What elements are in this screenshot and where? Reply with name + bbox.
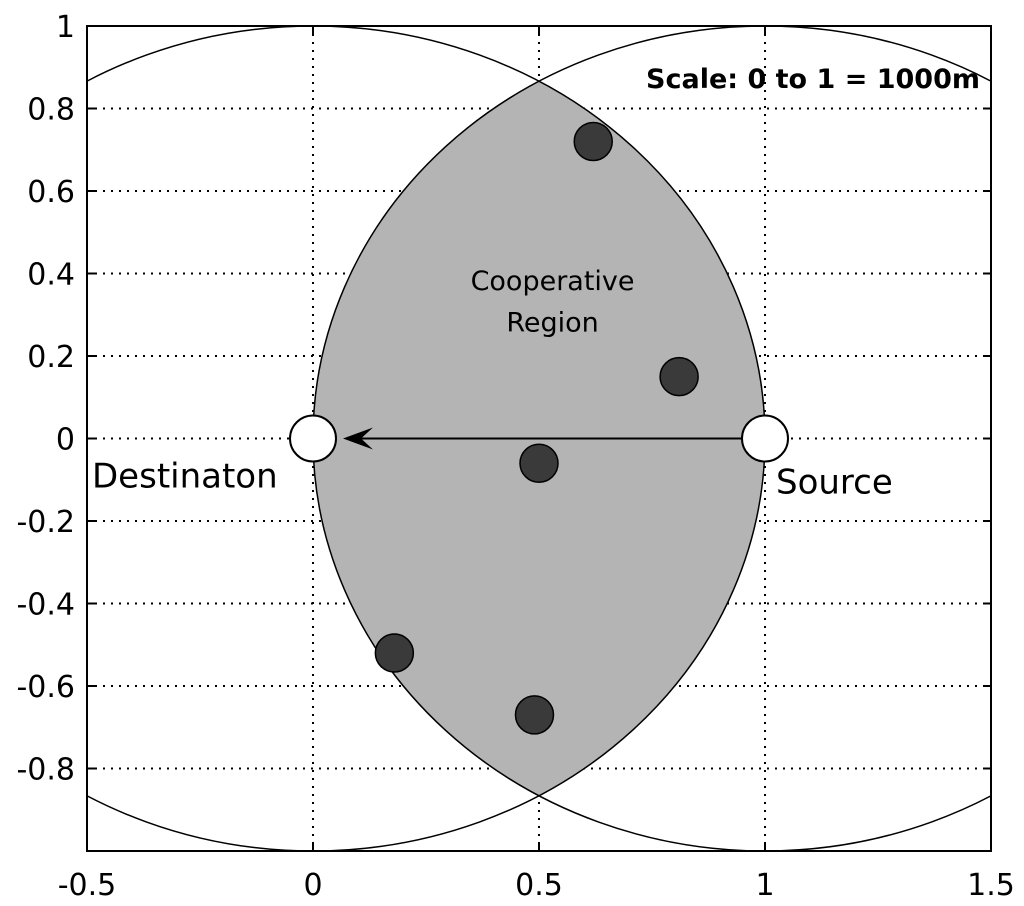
x-tick-label: 1 [755, 868, 774, 903]
relay-node [659, 356, 699, 397]
y-tick-label: 1 [56, 10, 75, 45]
source-node [741, 414, 789, 463]
y-tick-label: 0.8 [27, 93, 75, 128]
y-tick-label: 0 [56, 423, 75, 458]
region-label-line-2: Region [506, 307, 598, 338]
x-tick-label: -0.5 [58, 868, 117, 903]
x-tick-label: 1.5 [967, 868, 1015, 903]
axis-ticks: -0.5 0 0.5 1 1.5 1 0.8 0.6 0.4 0.2 0 -0.2 -0.4 -0.6 -0… [16, 10, 1014, 903]
y-tick-label: 0.4 [27, 258, 75, 293]
scale-annotation: Scale: 0 to 1 = 1000m [646, 64, 980, 95]
x-tick-label: 0 [303, 868, 322, 903]
x-tick-label: 0.5 [515, 868, 563, 903]
y-tick-label: -0.8 [16, 753, 75, 788]
region-label-line-1: Cooperative [471, 266, 635, 297]
destination-node [289, 414, 337, 463]
relay-node [374, 633, 415, 673]
y-tick-label: -0.2 [16, 505, 75, 540]
plot-marks [289, 121, 789, 735]
y-tick-label: -0.6 [16, 670, 75, 705]
destination-label: Destinaton [92, 457, 278, 497]
relay-node [573, 121, 613, 162]
source-label: Source [776, 463, 893, 503]
transmission-arrow-head [343, 427, 373, 450]
y-tick-label: -0.4 [16, 588, 75, 623]
relay-node [514, 695, 555, 735]
relay-node [519, 443, 559, 483]
y-tick-label: 0.6 [27, 175, 75, 210]
y-tick-label: 0.2 [27, 340, 75, 375]
